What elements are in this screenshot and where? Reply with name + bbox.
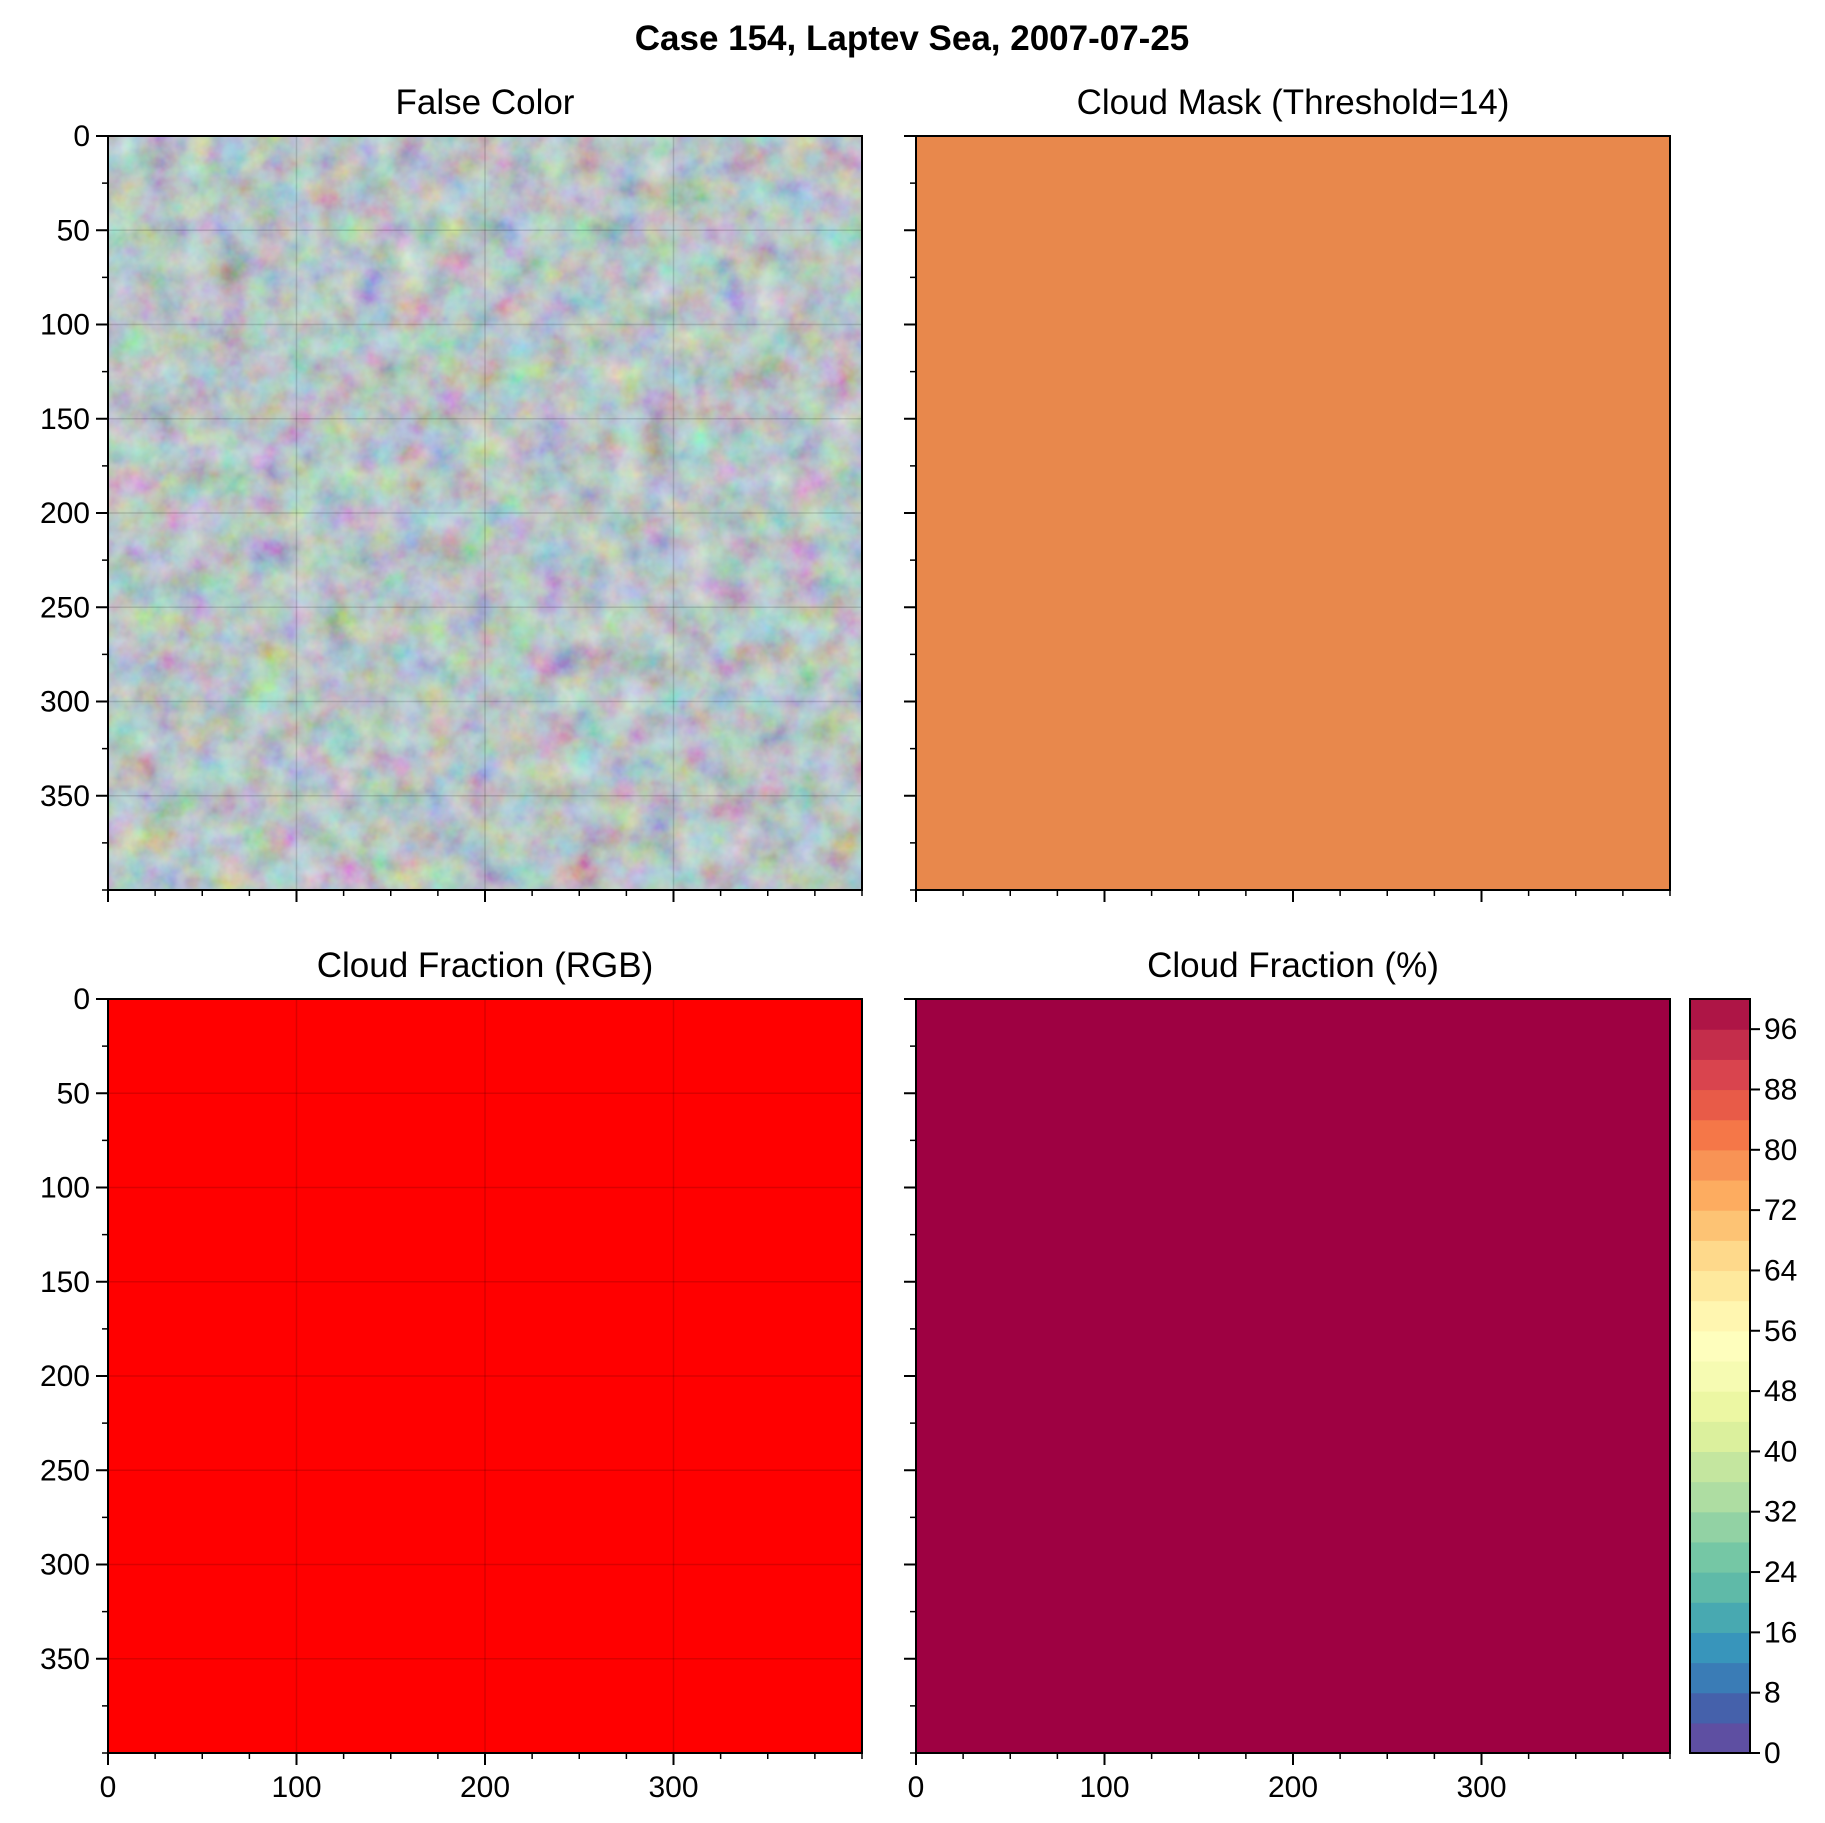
colorbar-tick-label: 8	[1764, 1677, 1781, 1710]
colorbar-tick-label: 32	[1764, 1496, 1797, 1529]
colorbar-segment	[1690, 1330, 1750, 1362]
y-tick-label: 100	[40, 1172, 90, 1205]
colorbar-segment	[1690, 1541, 1750, 1573]
colorbar-segment	[1690, 1149, 1750, 1181]
x-axis	[915, 890, 1671, 902]
colorbar-segment	[1690, 1360, 1750, 1392]
colorbar-segment	[1690, 1240, 1750, 1272]
y-tick-label: 0	[73, 983, 90, 1016]
y-tick-label: 200	[40, 497, 90, 530]
colorbar-segment	[1690, 1722, 1750, 1754]
colorbar-segment	[1690, 1210, 1750, 1241]
x-tick-label: 300	[1456, 1771, 1506, 1804]
y-tick-label: 300	[40, 686, 90, 719]
y-tick-label: 50	[57, 1077, 90, 1110]
colorbar-segment	[1690, 1451, 1750, 1483]
colorbar-segment	[1690, 1391, 1750, 1422]
y-tick-label: 150	[40, 1266, 90, 1299]
colorbar-tick-label: 16	[1764, 1616, 1797, 1649]
colorbar-tick-label: 72	[1764, 1194, 1797, 1227]
y-tick-label: 300	[40, 1549, 90, 1582]
grid-lines	[108, 999, 862, 1753]
y-tick-label: 50	[57, 214, 90, 247]
grid-lines	[108, 136, 862, 890]
figure-title: Case 154, Laptev Sea, 2007-07-25	[635, 19, 1190, 58]
panel-cloud-fraction-rgb: Cloud Fraction (RGB) 0 50 100 150 200 250 300 3…	[40, 946, 863, 1804]
colorbar-segment	[1690, 1692, 1750, 1724]
y-tick-label: 250	[40, 1454, 90, 1487]
x-axis: 0 100 200 300	[908, 1753, 1671, 1804]
colorbar-segment	[1690, 1119, 1750, 1151]
colorbar-segment	[1690, 1029, 1750, 1060]
x-tick-label: 200	[460, 1771, 510, 1804]
x-tick-label: 200	[1268, 1771, 1318, 1804]
colorbar-segments	[1690, 999, 1750, 1754]
colorbar-tick-label: 48	[1764, 1375, 1797, 1408]
colorbar-segment	[1690, 999, 1750, 1030]
panel-cloud-fraction-percent: Cloud Fraction (%) 0 100 200 300	[904, 946, 1671, 1804]
colorbar-tick-label: 56	[1764, 1315, 1797, 1348]
colorbar-ticks: 0 8 16 24 32 40 48 56 64 72 80 88 96	[1750, 1013, 1797, 1770]
panel-title: Cloud Fraction (RGB)	[317, 946, 653, 985]
panel-false-color: False Color 0 50 100 150 200 250 300 350	[40, 83, 863, 902]
colorbar-segment	[1690, 1602, 1750, 1633]
x-tick-label: 0	[100, 1771, 117, 1804]
image-dark-texture	[108, 136, 862, 890]
x-tick-label: 100	[1079, 1771, 1129, 1804]
y-tick-label: 150	[40, 403, 90, 436]
colorbar: 0 8 16 24 32 40 48 56 64 72 80 88 96	[1689, 998, 1797, 1770]
colorbar-tick-label: 40	[1764, 1435, 1797, 1468]
y-tick-label: 250	[40, 591, 90, 624]
colorbar-tick-label: 64	[1764, 1254, 1797, 1287]
colorbar-tick-label: 80	[1764, 1134, 1797, 1167]
colorbar-segment	[1690, 1572, 1750, 1603]
x-tick-label: 0	[908, 1771, 925, 1804]
y-axis	[904, 135, 916, 891]
y-tick-label: 0	[73, 120, 90, 153]
colorbar-frame	[1689, 998, 1751, 1754]
y-axis: 0 50 100 150 200 250 300 350	[40, 983, 108, 1754]
colorbar-segment	[1690, 1300, 1750, 1332]
colorbar-segment	[1690, 1089, 1750, 1121]
colorbar-tick-label: 96	[1764, 1013, 1797, 1046]
y-tick-label: 100	[40, 309, 90, 342]
colorbar-segment	[1690, 1511, 1750, 1543]
panel-title: False Color	[396, 83, 575, 122]
y-tick-label: 350	[40, 1643, 90, 1676]
colorbar-tick-label: 0	[1764, 1737, 1781, 1770]
colorbar-segment	[1690, 1662, 1750, 1694]
panel-title: Cloud Fraction (%)	[1147, 946, 1439, 985]
y-tick-label: 350	[40, 780, 90, 813]
cloud-fraction-percent-image	[916, 999, 1670, 1753]
colorbar-segment	[1690, 1481, 1750, 1513]
cloud-mask-image	[916, 136, 1670, 890]
x-axis: 0 100 200 300	[100, 1753, 863, 1804]
y-axis: 0 50 100 150 200 250 300 350	[40, 120, 108, 891]
y-axis	[904, 998, 916, 1754]
colorbar-segment	[1690, 1632, 1750, 1664]
y-tick-label: 200	[40, 1360, 90, 1393]
colorbar-segment	[1690, 1270, 1750, 1302]
colorbar-segment	[1690, 1421, 1750, 1452]
colorbar-tick-label: 88	[1764, 1073, 1797, 1106]
x-axis	[107, 890, 863, 902]
x-tick-label: 100	[271, 1771, 321, 1804]
x-tick-label: 300	[648, 1771, 698, 1804]
false-color-image	[108, 136, 862, 890]
colorbar-tick-label: 24	[1764, 1556, 1797, 1589]
colorbar-segment	[1690, 1179, 1750, 1211]
cloud-fraction-rgb-image	[108, 999, 862, 1753]
colorbar-segment	[1690, 1059, 1750, 1091]
panel-title: Cloud Mask (Threshold=14)	[1077, 83, 1510, 122]
panel-cloud-mask: Cloud Mask (Threshold=14)	[904, 83, 1671, 902]
